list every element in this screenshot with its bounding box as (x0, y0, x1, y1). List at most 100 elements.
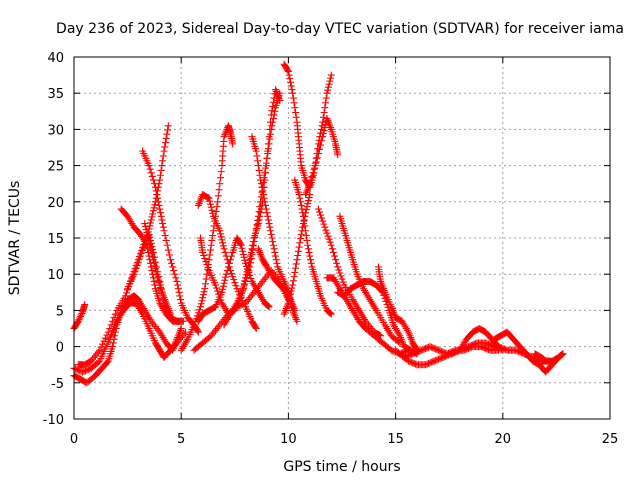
y-tick-label: 30 (47, 123, 64, 138)
data-point-marker (175, 317, 183, 325)
data-point-marker (330, 252, 338, 260)
data-point-marker (306, 252, 314, 260)
data-point-marker (328, 245, 336, 253)
data-point-marker (133, 261, 141, 269)
data-point-marker (268, 122, 276, 130)
series-arc-18 (314, 205, 385, 340)
data-point-marker (261, 169, 269, 177)
data-point-marker (154, 198, 162, 206)
data-point-marker (209, 209, 217, 217)
data-point-marker (302, 232, 310, 240)
data-point-marker (215, 186, 223, 194)
data-point-marker (152, 187, 160, 195)
data-point-marker (159, 152, 167, 160)
data-point-marker (151, 262, 159, 270)
data-point-marker (212, 281, 220, 289)
data-point-marker (149, 207, 157, 215)
data-point-marker (204, 264, 212, 272)
data-point-marker (292, 264, 300, 272)
data-point-marker (153, 271, 161, 279)
data-point-marker (320, 109, 328, 117)
series-arc-06 (124, 122, 172, 293)
data-point-marker (246, 256, 254, 264)
data-point-marker (336, 269, 344, 277)
data-point-marker (320, 220, 328, 228)
data-point-marker (151, 183, 159, 191)
data-point-marker (286, 75, 294, 83)
x-tick-label: 0 (70, 432, 78, 447)
data-point-marker (217, 230, 225, 238)
data-point-marker (325, 235, 333, 243)
data-point-marker (262, 159, 270, 167)
data-point-marker (214, 192, 222, 200)
data-point-marker (270, 245, 278, 253)
data-point-marker (252, 147, 260, 155)
data-point-marker (111, 332, 119, 340)
data-point-marker (245, 267, 253, 275)
data-point-marker (271, 107, 279, 115)
data-point-marker (269, 241, 277, 249)
data-point-marker (262, 205, 270, 213)
data-point-marker (290, 273, 298, 281)
data-point-marker (146, 259, 154, 267)
data-point-marker (154, 194, 162, 202)
data-point-marker (151, 265, 159, 273)
data-point-marker (139, 246, 147, 254)
data-point-marker (289, 89, 297, 97)
data-point-marker (221, 248, 229, 256)
data-point-marker (222, 273, 230, 281)
data-point-marker (146, 222, 154, 230)
data-point-marker (196, 303, 204, 311)
data-point-marker (292, 260, 300, 268)
data-point-marker (200, 251, 208, 259)
data-point-marker (224, 263, 232, 271)
data-point-marker (150, 259, 158, 267)
data-point-marker (160, 227, 168, 235)
data-point-marker (322, 226, 330, 234)
data-point-marker (264, 212, 272, 220)
data-point-marker (247, 274, 255, 282)
data-point-marker (143, 229, 151, 237)
data-point-marker (311, 162, 319, 170)
data-point-marker (334, 263, 342, 271)
data-point-marker (209, 227, 217, 235)
series-arc-11 (194, 234, 273, 325)
data-point-marker (314, 205, 322, 213)
data-point-marker (141, 240, 149, 248)
data-point-marker (197, 300, 205, 308)
data-point-marker (259, 191, 267, 199)
data-point-marker (286, 294, 294, 302)
data-point-marker (150, 180, 158, 188)
data-point-marker (260, 194, 268, 202)
data-point-marker (103, 358, 111, 366)
data-point-marker (107, 321, 115, 329)
data-point-marker (265, 140, 273, 148)
data-point-marker (299, 209, 307, 217)
data-point-marker (252, 229, 260, 237)
data-point-marker (163, 241, 171, 249)
data-point-marker (217, 168, 225, 176)
data-point-marker (276, 89, 284, 97)
data-point-marker (207, 246, 215, 254)
data-point-marker (272, 256, 280, 264)
data-point-marker (204, 194, 212, 202)
data-point-marker (147, 216, 155, 224)
data-point-marker (145, 162, 153, 170)
data-point-marker (329, 248, 337, 256)
data-point-marker (176, 292, 184, 300)
data-point-marker (244, 270, 252, 278)
data-point-marker (194, 309, 202, 317)
data-point-marker (295, 243, 303, 251)
data-point-marker (264, 216, 272, 224)
data-point-marker (144, 232, 152, 240)
data-point-marker (267, 125, 275, 133)
data-point-marker (327, 309, 335, 317)
data-point-marker (304, 197, 312, 205)
data-point-marker (225, 259, 233, 267)
data-point-marker (272, 252, 280, 260)
data-point-marker (217, 233, 225, 241)
data-point-marker (284, 67, 292, 75)
data-point-marker (153, 191, 161, 199)
data-point-marker (149, 270, 157, 278)
data-point-marker (323, 89, 331, 97)
